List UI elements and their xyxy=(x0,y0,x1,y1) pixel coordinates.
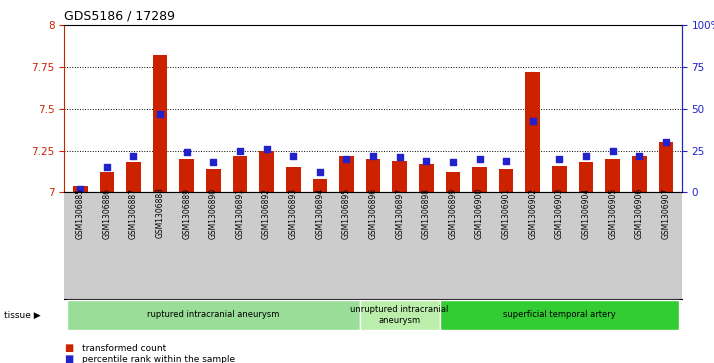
Point xyxy=(367,153,378,159)
Point xyxy=(633,153,645,159)
Point xyxy=(474,156,486,162)
Point xyxy=(394,154,406,160)
Point xyxy=(527,118,538,123)
Point xyxy=(154,111,166,117)
Bar xyxy=(153,56,167,192)
Bar xyxy=(286,167,301,192)
Bar xyxy=(499,169,513,192)
Bar xyxy=(605,159,620,192)
Bar xyxy=(552,166,567,192)
Text: unruptured intracranial
aneurysm: unruptured intracranial aneurysm xyxy=(351,305,449,325)
Bar xyxy=(206,169,221,192)
Bar xyxy=(632,156,647,192)
Point xyxy=(421,158,432,164)
Bar xyxy=(658,142,673,192)
Bar xyxy=(259,151,274,192)
Bar xyxy=(526,72,540,192)
Bar xyxy=(419,164,433,192)
Bar xyxy=(339,156,353,192)
Bar xyxy=(73,186,88,192)
Point xyxy=(607,148,618,154)
Bar xyxy=(393,161,407,192)
Text: transformed count: transformed count xyxy=(82,344,166,353)
Text: tissue ▶: tissue ▶ xyxy=(4,311,40,319)
Point xyxy=(660,139,672,145)
Point xyxy=(447,159,458,165)
Point xyxy=(314,170,326,175)
Bar xyxy=(233,156,247,192)
Bar xyxy=(446,172,461,192)
Point xyxy=(288,153,299,159)
Text: ruptured intracranial aneurysm: ruptured intracranial aneurysm xyxy=(147,310,279,319)
Text: ■: ■ xyxy=(64,343,74,354)
FancyBboxPatch shape xyxy=(360,300,440,330)
Bar xyxy=(99,172,114,192)
Bar xyxy=(472,167,487,192)
Point xyxy=(101,164,113,170)
Point xyxy=(501,158,512,164)
Point xyxy=(234,148,246,154)
Bar xyxy=(579,162,593,192)
Text: ■: ■ xyxy=(64,354,74,363)
Point xyxy=(181,150,193,155)
FancyBboxPatch shape xyxy=(440,300,679,330)
Bar xyxy=(179,159,194,192)
Bar xyxy=(366,159,381,192)
Point xyxy=(553,156,565,162)
Point xyxy=(341,156,352,162)
Point xyxy=(128,153,139,159)
Text: superficial temporal artery: superficial temporal artery xyxy=(503,310,615,319)
Text: GDS5186 / 17289: GDS5186 / 17289 xyxy=(64,9,175,23)
FancyBboxPatch shape xyxy=(67,300,360,330)
Point xyxy=(261,146,272,152)
Point xyxy=(74,186,86,192)
Bar xyxy=(313,179,327,192)
Point xyxy=(580,153,592,159)
Text: percentile rank within the sample: percentile rank within the sample xyxy=(82,355,235,363)
Point xyxy=(208,159,219,165)
Bar xyxy=(126,162,141,192)
